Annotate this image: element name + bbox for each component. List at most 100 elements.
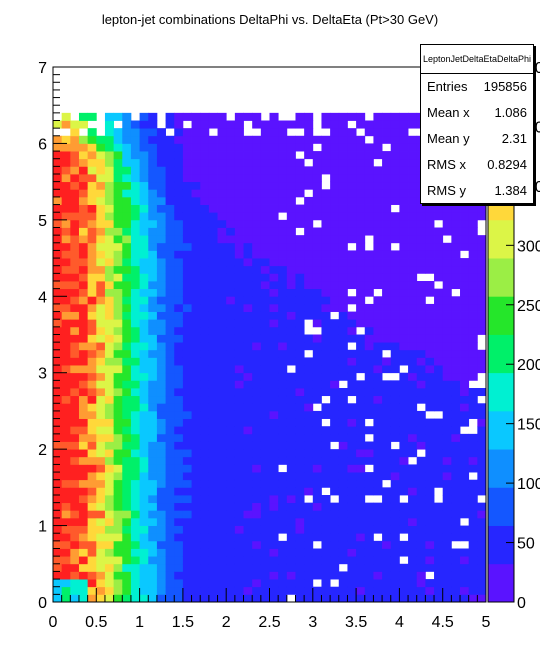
heatmap-cell xyxy=(217,487,227,496)
heatmap-cell xyxy=(122,135,132,144)
heatmap-cell xyxy=(304,120,314,129)
heatmap-cell xyxy=(468,303,478,312)
heatmap-cell xyxy=(174,579,184,588)
heatmap-cell xyxy=(399,296,409,305)
heatmap-cell xyxy=(434,403,444,412)
heatmap-cell xyxy=(87,204,97,213)
heatmap-cell xyxy=(252,517,262,526)
heatmap-cell xyxy=(234,242,244,251)
heatmap-cell xyxy=(104,579,115,588)
heatmap-cell xyxy=(356,334,366,343)
heatmap-cell xyxy=(130,533,140,542)
heatmap-cell xyxy=(260,594,270,603)
heatmap-cell xyxy=(234,456,244,465)
heatmap-cell xyxy=(53,174,63,183)
heatmap-cell xyxy=(356,464,366,473)
heatmap-cell xyxy=(61,212,71,221)
heatmap-cell xyxy=(330,594,340,603)
heatmap-cell xyxy=(442,288,452,297)
heatmap-cell xyxy=(87,441,97,450)
heatmap-cell xyxy=(87,395,97,404)
heatmap-cell xyxy=(278,479,288,488)
heatmap-cell xyxy=(122,533,132,542)
heatmap-cell xyxy=(243,410,253,419)
heatmap-cell xyxy=(61,495,71,504)
heatmap-cell xyxy=(174,510,184,519)
heatmap-cell xyxy=(61,349,71,358)
heatmap-cell xyxy=(70,571,80,580)
heatmap-cell xyxy=(286,273,296,282)
heatmap-cell xyxy=(312,441,322,450)
heatmap-cell xyxy=(286,395,296,404)
heatmap-cell xyxy=(321,204,331,213)
heatmap-cell xyxy=(338,449,348,458)
heatmap-cell xyxy=(165,388,175,397)
heatmap-cell xyxy=(295,510,305,519)
heatmap-cell xyxy=(260,556,270,565)
heatmap-cell xyxy=(217,433,227,442)
heatmap-cell xyxy=(278,235,288,244)
heatmap-cell xyxy=(269,517,279,526)
heatmap-cell xyxy=(468,525,478,534)
heatmap-cell xyxy=(338,495,348,504)
heatmap-cell xyxy=(356,357,366,366)
heatmap-cell xyxy=(373,517,383,526)
heatmap-cell xyxy=(226,403,236,412)
heatmap-cell xyxy=(286,151,296,160)
heatmap-cell xyxy=(295,342,305,351)
heatmap-cell xyxy=(243,579,253,588)
heatmap-cell xyxy=(373,548,383,557)
heatmap-cell xyxy=(330,196,340,205)
heatmap-cell xyxy=(165,174,175,183)
heatmap-cell xyxy=(312,365,322,374)
heatmap-cell xyxy=(104,319,115,328)
heatmap-cell xyxy=(234,372,244,381)
heatmap-cell xyxy=(451,219,461,228)
heatmap-cell xyxy=(477,357,487,366)
heatmap-cell xyxy=(460,571,470,580)
heatmap-cell xyxy=(434,579,444,588)
heatmap-cell xyxy=(174,357,184,366)
heatmap-cell xyxy=(286,120,296,129)
heatmap-cell xyxy=(53,441,63,450)
heatmap-cell xyxy=(330,273,340,282)
heatmap-cell xyxy=(330,227,340,236)
heatmap-cell xyxy=(234,441,244,450)
heatmap-cell xyxy=(382,441,392,450)
heatmap-cell xyxy=(104,441,115,450)
heatmap-cell xyxy=(286,433,296,442)
heatmap-cell xyxy=(364,487,374,496)
heatmap-cell xyxy=(130,212,140,221)
heatmap-cell xyxy=(356,533,366,542)
heatmap-cell xyxy=(451,410,461,419)
heatmap-cell xyxy=(373,303,383,312)
heatmap-cell xyxy=(70,143,80,152)
heatmap-cell xyxy=(321,479,331,488)
heatmap-cell xyxy=(156,357,166,366)
heatmap-cell xyxy=(78,219,89,228)
heatmap-cell xyxy=(304,579,314,588)
heatmap-cell xyxy=(130,235,140,244)
heatmap-cell xyxy=(382,342,392,351)
heatmap-cell xyxy=(269,128,279,137)
heatmap-cell xyxy=(70,380,80,389)
heatmap-cell xyxy=(200,365,210,374)
heatmap-cell xyxy=(139,196,149,205)
heatmap-cell xyxy=(208,166,218,175)
heatmap-cell xyxy=(226,311,236,320)
heatmap-cell xyxy=(416,556,426,565)
heatmap-cell xyxy=(113,334,123,343)
heatmap-cell xyxy=(286,487,296,496)
heatmap-cell xyxy=(312,472,322,481)
heatmap-cell xyxy=(356,120,366,129)
heatmap-cell xyxy=(61,181,71,190)
heatmap-cell xyxy=(269,196,279,205)
heatmap-cell xyxy=(182,273,192,282)
heatmap-cell xyxy=(416,258,426,267)
heatmap-cell xyxy=(321,219,331,228)
heatmap-cell xyxy=(70,196,80,205)
heatmap-cell xyxy=(165,151,175,160)
heatmap-cell xyxy=(208,495,218,504)
heatmap-cell xyxy=(182,357,192,366)
heatmap-cell xyxy=(382,128,392,137)
